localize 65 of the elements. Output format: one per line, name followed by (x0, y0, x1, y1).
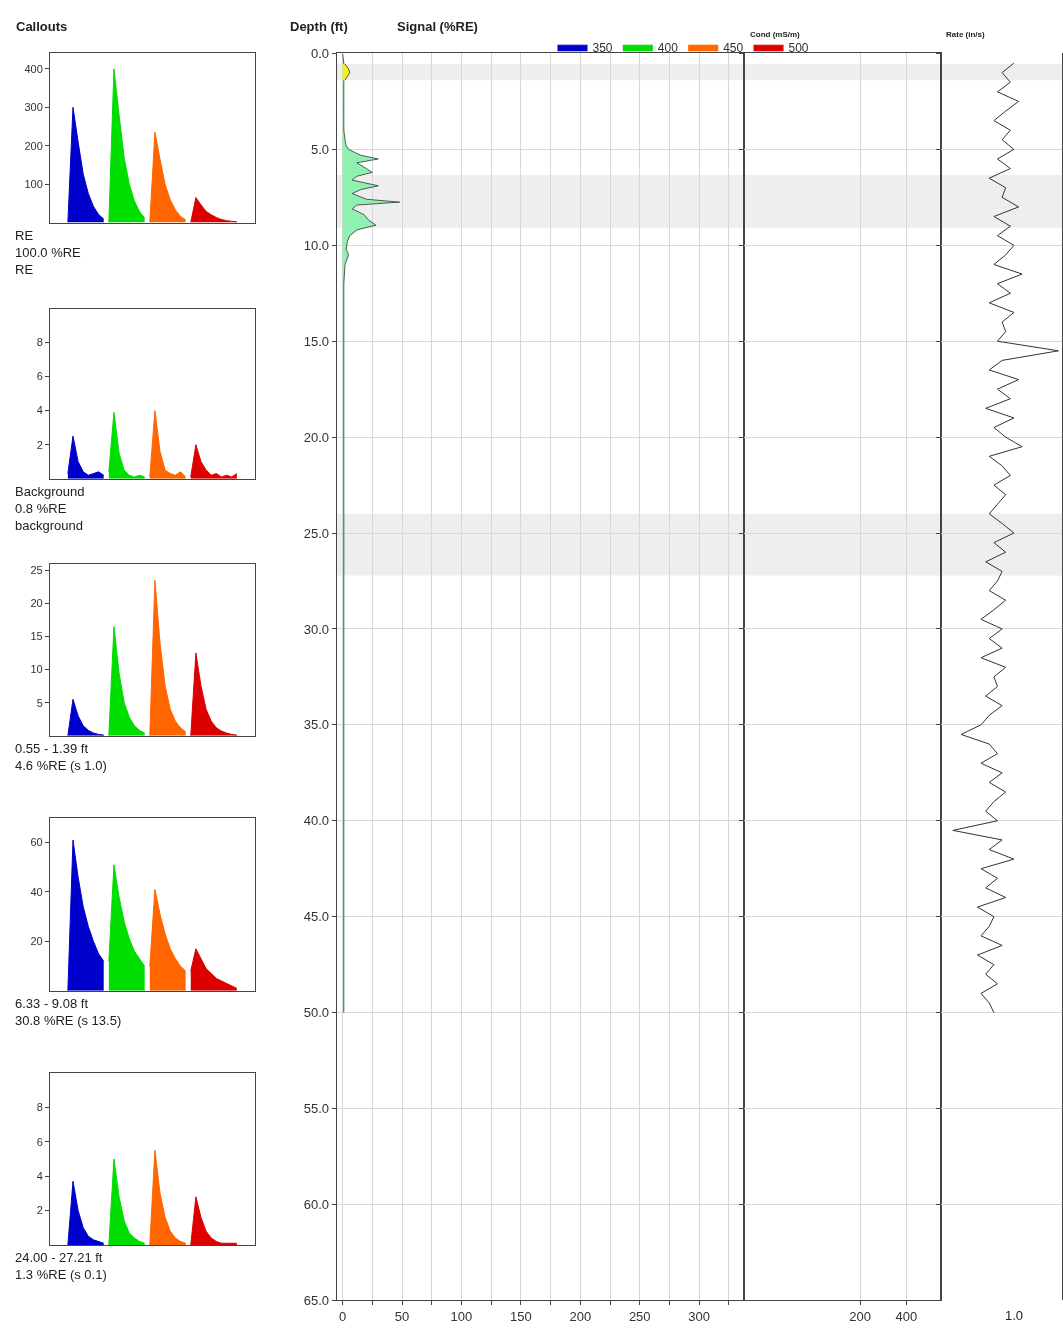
y-axis-title: Depth (ft) (290, 19, 348, 34)
x-tick-label: 50 (394, 1308, 410, 1324)
y-tick-label: 55.0 (303, 1101, 330, 1117)
text: 30.8 %RE (s 13.5) (15, 1012, 122, 1028)
x-tick-label: 250 (628, 1308, 651, 1324)
y-tick-label: 5 (36, 696, 43, 709)
y-tick-label: 60.0 (303, 1196, 330, 1212)
text: RE (15, 261, 34, 277)
y-tick-label: 100 (24, 177, 43, 190)
y-tick-label: 20 (30, 935, 43, 948)
text: 0.8 %RE (15, 500, 67, 516)
x-tick-label: 0 (339, 1308, 347, 1324)
text: 1.0 (1005, 1308, 1024, 1323)
text: RE (15, 228, 34, 243)
y-tick-label: 10 (30, 663, 43, 676)
chart-title: Callouts (16, 19, 68, 34)
text: background (15, 517, 83, 533)
y-tick-label: 0.0 (311, 46, 330, 62)
y-tick-label: 10.0 (303, 237, 330, 253)
x-tick-label: 400 (895, 1308, 918, 1324)
y-tick-label: 50.0 (303, 1005, 330, 1021)
y-tick-label: 8 (36, 336, 43, 349)
legend-label: 350 (592, 40, 613, 55)
y-tick-label: 40 (30, 885, 43, 898)
text: 1.3 %RE (s 0.1) (15, 1266, 107, 1282)
y-tick-label: 40.0 (303, 813, 330, 829)
y-tick-label: 6 (36, 1135, 43, 1148)
y-tick-label: 45.0 (303, 909, 330, 925)
y-tick-label: 6 (36, 370, 43, 383)
chart-title: Cond (mS/m) (750, 30, 801, 39)
x-tick-label: 100 (450, 1308, 473, 1324)
y-tick-label: 2 (36, 438, 43, 451)
y-tick-label: 25 (30, 564, 43, 577)
legend-label: 450 (723, 40, 744, 55)
text: 24.00 - 27.21 ft (15, 1250, 103, 1265)
y-tick-label: 25.0 (303, 525, 330, 541)
y-tick-label: 15 (30, 630, 43, 643)
y-tick-label: 200 (24, 139, 43, 152)
y-tick-label: 35.0 (303, 717, 330, 733)
x-tick-label: 150 (510, 1308, 532, 1324)
y-tick-label: 8 (36, 1101, 43, 1114)
y-tick-label: 5.0 (311, 141, 330, 157)
chart-title: Signal (%RE) (397, 19, 478, 34)
y-tick-label: 400 (24, 62, 43, 75)
y-tick-label: 20.0 (303, 429, 330, 445)
y-tick-label: 4 (36, 404, 43, 417)
text: 4.6 %RE (s 1.0) (15, 757, 107, 773)
y-tick-label: 15.0 (303, 333, 330, 349)
x-tick-label: 200 (849, 1308, 871, 1324)
y-tick-label: 30.0 (303, 621, 330, 637)
text: 0.55 - 1.39 ft (15, 741, 89, 756)
text: 100.0 %RE (15, 244, 82, 260)
y-tick-label: 4 (36, 1169, 43, 1182)
y-tick-label: 2 (36, 1204, 43, 1217)
legend-label: 400 (657, 40, 679, 55)
legend-label: 500 (788, 40, 809, 55)
x-tick-label: 300 (688, 1308, 710, 1324)
text: 6.33 - 9.08 ft (15, 996, 89, 1011)
y-tick-label: 300 (24, 101, 43, 114)
y-tick-label: 20 (30, 597, 43, 610)
chart-title: Rate (in/s) (946, 30, 986, 39)
y-tick-label: 60 (30, 836, 43, 849)
y-tick-label: 65.0 (303, 1292, 330, 1308)
text: Background (15, 484, 85, 499)
x-tick-label: 200 (569, 1308, 592, 1324)
